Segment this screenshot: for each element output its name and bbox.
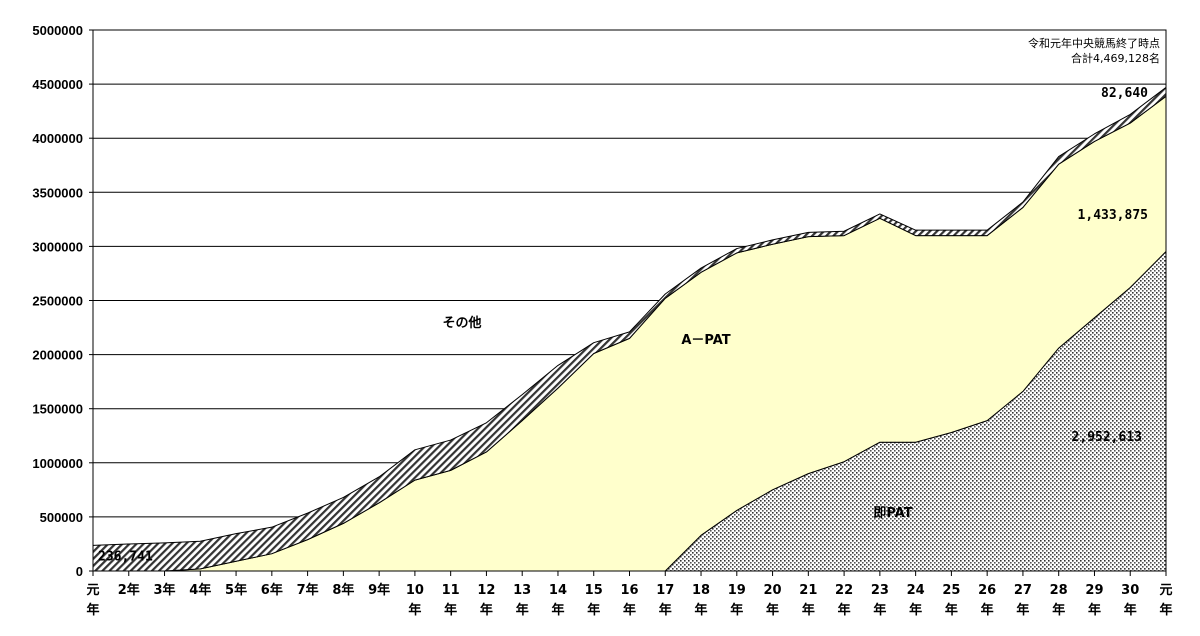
x-tick-label: 6年 (261, 582, 283, 598)
x-tick-label-suffix: 年 (1159, 602, 1172, 618)
y-tick-label: 3000000 (32, 239, 83, 254)
x-tick-label: 11 (442, 583, 460, 598)
y-tick-label: 1000000 (32, 456, 83, 471)
x-tick-label: 10 (406, 583, 424, 598)
note-line-2: 合計4,469,128名 (1071, 51, 1160, 65)
series-areas (92, 86, 1167, 572)
x-tick-label: 7年 (297, 582, 319, 598)
x-tick-label-suffix: 年 (623, 602, 636, 618)
x-tick-label: 12 (477, 583, 495, 598)
x-tick-label: 26 (978, 583, 996, 598)
x-tick-label-suffix: 年 (86, 602, 99, 618)
x-tick-label: 元 (86, 583, 99, 598)
y-tick-label: 2500000 (32, 294, 83, 309)
x-tick-label-suffix: 年 (945, 602, 958, 618)
x-tick-label-suffix: 年 (1016, 602, 1029, 618)
x-tick-label-suffix: 年 (587, 602, 600, 618)
x-tick-label-suffix: 年 (1124, 602, 1137, 618)
x-tick-label: 24 (907, 583, 925, 598)
label-apat: A－PAT (681, 333, 730, 348)
x-tick-label: 9年 (368, 582, 390, 598)
value-label-other-end: 82,640 (1101, 86, 1148, 101)
value-label-soku-end: 2,952,613 (1072, 430, 1142, 445)
x-tick-label-suffix: 年 (551, 602, 564, 618)
x-tick-label: 18 (692, 583, 710, 598)
x-tick-label: 元 (1159, 583, 1172, 598)
x-tick-label-suffix: 年 (802, 602, 815, 618)
x-tick-label: 17 (656, 583, 674, 598)
x-tick-label-suffix: 年 (838, 602, 851, 618)
x-tick-label-suffix: 年 (909, 602, 922, 618)
x-tick-label-suffix: 年 (444, 602, 457, 618)
x-tick-label-suffix: 年 (480, 602, 493, 618)
value-label-other-start: 236,741 (98, 549, 153, 564)
x-tick-label-suffix: 年 (873, 602, 886, 618)
x-tick-label: 3年 (154, 582, 176, 598)
x-tick-label: 27 (1014, 583, 1032, 598)
x-tick-label: 22 (835, 583, 853, 598)
y-tick-label: 3500000 (32, 185, 83, 200)
x-tick-label-suffix: 年 (730, 602, 743, 618)
y-tick-label: 500000 (40, 510, 83, 525)
x-tick-label: 14 (549, 583, 567, 598)
x-tick-label: 16 (620, 583, 638, 598)
x-tick-label-suffix: 年 (659, 602, 672, 618)
x-tick-label-suffix: 年 (1088, 602, 1101, 618)
x-tick-label: 2年 (118, 582, 140, 598)
note-line-1: 令和元年中央競馬終了時点 (1028, 36, 1160, 50)
label-other: その他 (442, 315, 481, 331)
y-tick-label: 2000000 (32, 348, 83, 363)
x-tick-label: 5年 (225, 582, 247, 598)
x-tick-label: 28 (1050, 583, 1068, 598)
x-tick-label: 21 (799, 583, 817, 598)
x-tick-label: 8年 (332, 582, 354, 598)
y-tick-label: 5000000 (32, 23, 83, 38)
x-tick-label: 4年 (189, 582, 211, 598)
x-tick-label: 30 (1121, 583, 1139, 598)
x-tick-label-suffix: 年 (516, 602, 529, 618)
x-tick-label: 23 (871, 583, 889, 598)
label-soku: 即PAT (873, 506, 912, 521)
y-tick-label: 4500000 (32, 77, 83, 92)
x-tick-label: 15 (585, 583, 603, 598)
x-tick-label: 20 (764, 583, 782, 598)
x-tick-label-suffix: 年 (1052, 602, 1065, 618)
x-tick-label-suffix: 年 (766, 602, 779, 618)
x-tick-label: 29 (1085, 583, 1103, 598)
y-axis: 0 500000 1000000 1500000 2000000 2500000 30000… (32, 23, 93, 579)
x-tick-label: 25 (942, 583, 960, 598)
x-tick-label-suffix: 年 (981, 602, 994, 618)
x-tick-label-suffix: 年 (408, 602, 421, 618)
x-tick-label: 13 (513, 583, 531, 598)
x-tick-label: 19 (728, 583, 746, 598)
y-tick-label: 4000000 (32, 131, 83, 146)
x-tick-label-suffix: 年 (695, 602, 708, 618)
value-label-apat-end: 1,433,875 (1078, 208, 1148, 223)
y-tick-label: 1500000 (32, 402, 83, 417)
y-tick-label: 0 (76, 564, 83, 579)
